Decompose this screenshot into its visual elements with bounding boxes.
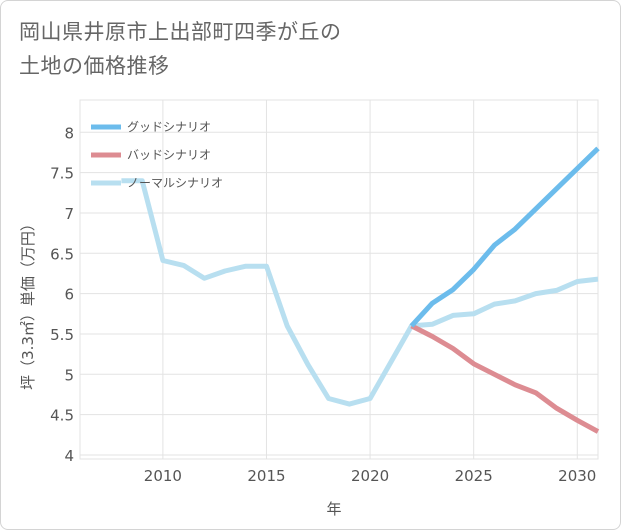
- chart-title: 岡山県井原市上出部町四季が丘の 土地の価格推移: [19, 20, 342, 78]
- x-axis-title: 年: [326, 500, 341, 518]
- y-tick-label: 7.5: [50, 165, 74, 183]
- y-tick-label: 7: [64, 205, 74, 223]
- x-tick-label: 2030: [558, 467, 596, 485]
- y-tick-label: 6: [64, 286, 74, 304]
- series-line-1: [410, 323, 600, 434]
- x-tick-label: 2020: [351, 467, 389, 485]
- series-line-2: [121, 178, 599, 407]
- legend-label-0: グッドシナリオ: [127, 120, 211, 134]
- x-tick-label: 2025: [455, 467, 493, 485]
- x-axis-ticks: 2010 2015 2020 2025 2030: [144, 467, 597, 485]
- y-axis-ticks: 4 4.5 5 5.5 6 6.5 7 7.5 8: [50, 124, 74, 465]
- y-tick-label: 5.5: [50, 326, 74, 344]
- legend-label-1: バッドシナリオ: [127, 148, 211, 162]
- legend-label-2: ノーマルシナリオ: [127, 176, 223, 190]
- y-axis-title: 坪（3.3㎡）単価（万円）: [19, 216, 37, 390]
- x-tick-label: 2010: [144, 467, 182, 485]
- series-lines: [121, 146, 600, 434]
- y-tick-label: 8: [64, 124, 74, 142]
- y-tick-label: 5: [64, 366, 74, 384]
- series-line-0: [409, 146, 600, 328]
- y-tick-label: 6.5: [50, 245, 74, 263]
- x-tick-label: 2015: [247, 467, 285, 485]
- y-tick-label: 4: [64, 447, 74, 465]
- y-tick-label: 4.5: [50, 407, 74, 425]
